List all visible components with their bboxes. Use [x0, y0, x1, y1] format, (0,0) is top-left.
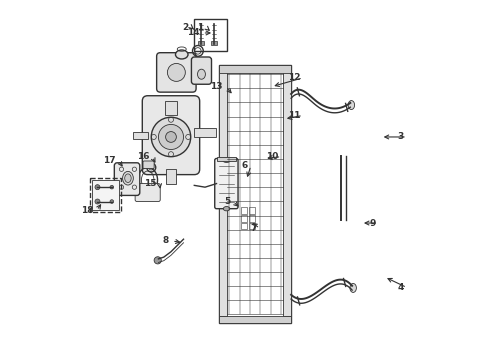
Bar — [241, 215, 247, 222]
FancyBboxPatch shape — [156, 53, 196, 92]
Text: 14: 14 — [187, 28, 199, 37]
Ellipse shape — [349, 283, 356, 292]
Bar — [194, 128, 215, 137]
FancyBboxPatch shape — [114, 163, 140, 195]
Bar — [248, 223, 255, 229]
Text: 10: 10 — [265, 152, 278, 161]
Text: 9: 9 — [368, 219, 375, 228]
Text: 17: 17 — [102, 156, 115, 165]
Ellipse shape — [197, 69, 205, 79]
Circle shape — [95, 185, 100, 190]
Bar — [194, 19, 226, 51]
Bar — [219, 65, 290, 73]
FancyBboxPatch shape — [142, 161, 154, 168]
Bar — [248, 215, 255, 222]
Circle shape — [167, 63, 185, 81]
Circle shape — [110, 185, 113, 189]
FancyBboxPatch shape — [142, 96, 199, 175]
Text: 8: 8 — [163, 237, 169, 246]
Ellipse shape — [223, 207, 229, 211]
Circle shape — [110, 200, 113, 203]
Text: 1: 1 — [197, 23, 203, 32]
Text: 4: 4 — [397, 283, 403, 292]
Bar — [90, 178, 121, 212]
Text: 2: 2 — [183, 23, 188, 32]
Bar — [241, 223, 247, 229]
Bar — [165, 169, 176, 184]
Text: 5: 5 — [224, 197, 230, 206]
Bar — [248, 207, 255, 214]
Circle shape — [151, 117, 190, 157]
Bar — [210, 41, 217, 45]
Bar — [283, 72, 290, 316]
Text: 3: 3 — [397, 132, 403, 141]
Ellipse shape — [122, 171, 133, 185]
Text: 12: 12 — [287, 73, 300, 82]
Bar — [133, 132, 147, 139]
Text: 11: 11 — [287, 111, 300, 120]
Circle shape — [95, 199, 100, 204]
Circle shape — [154, 257, 161, 264]
FancyBboxPatch shape — [191, 57, 211, 84]
Text: 15: 15 — [144, 179, 156, 188]
Bar — [219, 65, 290, 323]
Text: 6: 6 — [242, 161, 247, 170]
Bar — [164, 101, 177, 116]
Ellipse shape — [347, 100, 354, 109]
FancyBboxPatch shape — [135, 184, 160, 202]
Bar — [219, 72, 227, 316]
Ellipse shape — [175, 50, 187, 59]
Bar — [219, 316, 290, 323]
Text: 18: 18 — [81, 206, 94, 215]
Text: 7: 7 — [250, 224, 257, 233]
Text: 16: 16 — [137, 152, 149, 161]
FancyBboxPatch shape — [214, 158, 238, 209]
Circle shape — [165, 132, 176, 142]
Bar — [216, 157, 236, 161]
Bar — [92, 180, 119, 211]
Circle shape — [158, 125, 183, 149]
Bar — [241, 207, 247, 214]
Ellipse shape — [124, 174, 131, 183]
Bar — [197, 41, 203, 45]
Text: 13: 13 — [210, 82, 223, 91]
Ellipse shape — [222, 158, 230, 162]
